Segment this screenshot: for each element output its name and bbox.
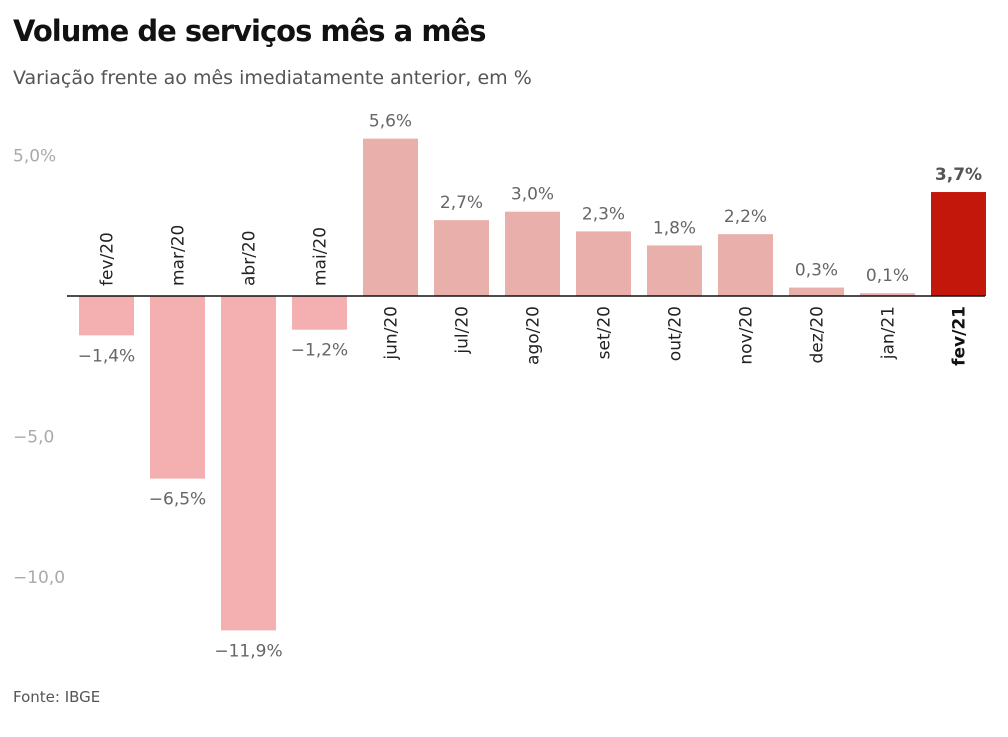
value-label: 2,7% xyxy=(440,193,483,213)
value-label: −6,5% xyxy=(149,490,206,510)
category-label: jan/21 xyxy=(879,306,899,360)
bar-jul-20 xyxy=(434,220,489,296)
category-label: fev/21 xyxy=(950,306,970,366)
bar-dez-20 xyxy=(789,287,844,296)
category-label: fev/20 xyxy=(98,232,118,286)
y-axis-ticks: 5,0% −5,0 −10,0 xyxy=(13,147,65,589)
bar-abr-20 xyxy=(221,296,276,631)
category-label: jul/20 xyxy=(453,306,473,355)
value-label: −1,2% xyxy=(291,341,348,361)
bar-ago-20 xyxy=(505,211,560,296)
y-tick-label: −10,0 xyxy=(13,568,65,588)
chart-subtitle: Variação frente ao mês imediatamente ant… xyxy=(13,67,532,89)
bar-out-20 xyxy=(647,245,702,296)
bar-fev-21 xyxy=(931,192,986,296)
category-label: jun/20 xyxy=(382,306,402,361)
category-label: dez/20 xyxy=(808,306,828,364)
value-labels: −1,4% −6,5% −11,9% −1,2% 5,6% 2,7% 3,0% 2,3% 1,8… xyxy=(78,112,982,662)
bar-fev-20 xyxy=(79,296,134,336)
value-label: 2,3% xyxy=(582,204,625,224)
y-tick-label: −5,0 xyxy=(13,428,54,448)
category-label: out/20 xyxy=(666,306,686,361)
bars xyxy=(79,138,986,631)
value-label: 1,8% xyxy=(653,218,696,238)
value-label: 0,3% xyxy=(795,261,838,281)
bar-jan-21 xyxy=(860,293,915,296)
category-label: abr/20 xyxy=(240,230,260,286)
value-label: 5,6% xyxy=(369,112,412,132)
y-tick-label: 5,0% xyxy=(13,147,56,167)
bar-mai-20 xyxy=(292,296,347,330)
value-label: 3,0% xyxy=(511,185,554,205)
category-label: ago/20 xyxy=(524,306,544,365)
value-label: 3,7% xyxy=(935,165,982,185)
value-label: 0,1% xyxy=(866,266,909,286)
chart-title: Volume de serviços mês a mês xyxy=(13,14,486,48)
source-note: Fonte: IBGE xyxy=(13,688,101,706)
bar-set-20 xyxy=(576,231,631,296)
bar-jun-20 xyxy=(363,138,418,296)
category-label: nov/20 xyxy=(737,306,757,365)
value-label: 2,2% xyxy=(724,207,767,227)
category-labels: fev/20 mar/20 abr/20 mai/20 jun/20 jul/20 ago/… xyxy=(98,225,970,366)
category-label: set/20 xyxy=(595,306,615,359)
bar-mar-20 xyxy=(150,296,205,479)
category-label: mar/20 xyxy=(169,225,189,286)
value-label: −1,4% xyxy=(78,346,135,366)
value-label: −11,9% xyxy=(214,641,282,661)
category-label: mai/20 xyxy=(311,227,331,286)
bar-nov-20 xyxy=(718,234,773,296)
